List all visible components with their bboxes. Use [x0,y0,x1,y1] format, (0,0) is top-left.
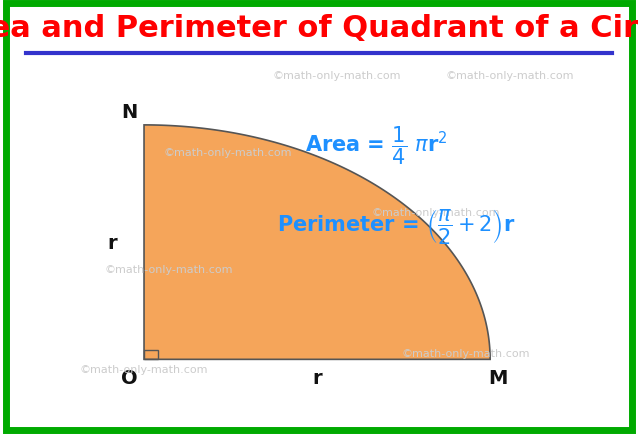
Text: O: O [121,368,138,388]
Text: ©math-only-math.com: ©math-only-math.com [371,207,500,217]
Text: Perimeter = $\left(\dfrac{\pi}{2} + 2\right)$r: Perimeter = $\left(\dfrac{\pi}{2} + 2\ri… [277,207,516,245]
Text: r: r [312,368,322,388]
Text: Area = $\dfrac{1}{4}$ $\pi$r$^{2}$: Area = $\dfrac{1}{4}$ $\pi$r$^{2}$ [305,125,448,167]
Text: r: r [107,233,117,252]
Text: ©math-only-math.com: ©math-only-math.com [401,348,530,358]
Text: Area and Perimeter of Quadrant of a Circle: Area and Perimeter of Quadrant of a Circ… [0,14,638,43]
Text: ©math-only-math.com: ©math-only-math.com [105,264,233,274]
Text: N: N [121,103,137,122]
Text: ©math-only-math.com: ©math-only-math.com [164,148,292,157]
Text: ©math-only-math.com: ©math-only-math.com [272,70,401,80]
Text: ©math-only-math.com: ©math-only-math.com [80,365,208,375]
Polygon shape [144,125,490,359]
Text: M: M [488,368,507,388]
Text: ©math-only-math.com: ©math-only-math.com [446,70,574,80]
